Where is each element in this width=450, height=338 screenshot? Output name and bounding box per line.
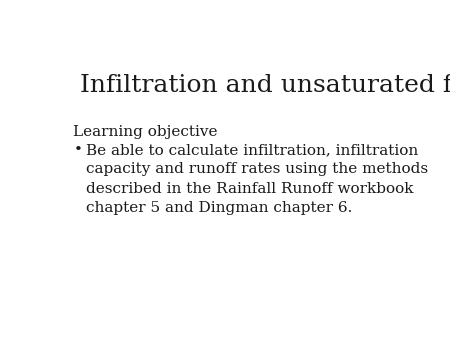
Text: Learning objective: Learning objective: [73, 125, 218, 139]
Text: •: •: [73, 143, 82, 157]
Text: Infiltration and unsaturated flow: Infiltration and unsaturated flow: [80, 74, 450, 97]
Text: Be able to calculate infiltration, infiltration
capacity and runoff rates using : Be able to calculate infiltration, infil…: [86, 143, 428, 215]
